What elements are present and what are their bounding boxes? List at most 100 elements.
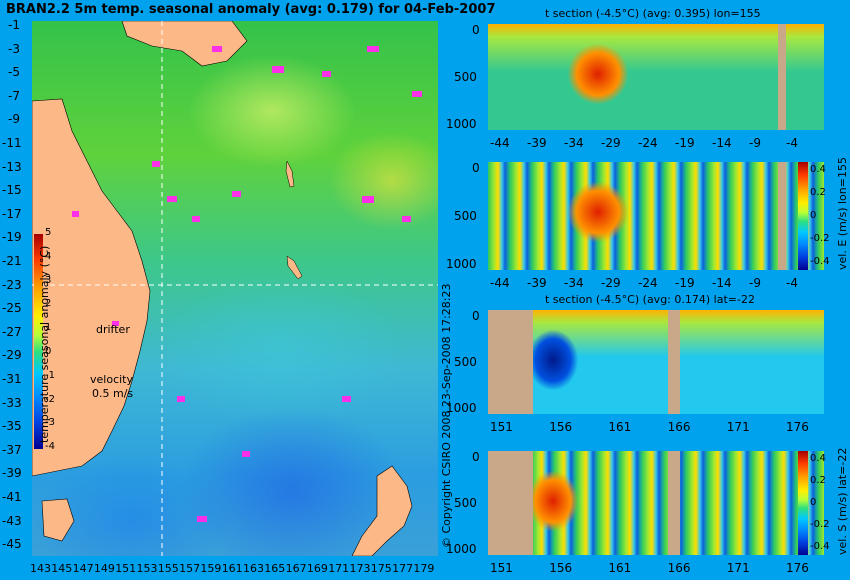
main-title: BRAN2.2 5m temp. seasonal anomaly (avg: …: [6, 2, 496, 17]
section-x-tick: -4: [786, 136, 798, 150]
depth-tick: 0: [472, 23, 480, 37]
lon-tick: 177: [392, 562, 414, 575]
colorbar-tick: -0.2: [810, 519, 830, 530]
velocity-label: velocity: [90, 373, 133, 386]
seafloor-mask: [668, 451, 680, 555]
map-colorbar-tick: 1: [45, 322, 52, 334]
lat-tick: -15: [2, 183, 22, 198]
depth-tick: 0: [472, 161, 480, 175]
section-x-tick: -44: [490, 276, 510, 290]
map-colorbar-tick: -4: [45, 441, 55, 453]
lat-tick: -9: [8, 112, 20, 127]
new-zealand-landmass: [351, 465, 413, 556]
section-x-tick: 166: [667, 420, 691, 434]
tasmania-landmass: [41, 498, 75, 542]
depth-tick: 1000: [446, 117, 477, 131]
colorbar-tick: 0: [810, 210, 817, 221]
lat-tick: -13: [2, 159, 22, 174]
section-x-tick: 161: [608, 420, 632, 434]
lon-tick: 171: [328, 562, 350, 575]
section-x-tick: 161: [608, 561, 632, 575]
velocity-value: 0.5 m/s: [92, 387, 134, 400]
depth-tick: 500: [454, 70, 477, 84]
lat-tick: -7: [8, 88, 20, 103]
section-x-tick: 156: [549, 420, 573, 434]
section-x-tick: -19: [675, 136, 695, 150]
section-x-tick: -14: [712, 136, 732, 150]
panel-title: t section (-4.5°C) (avg: 0.174) lat=-22: [545, 293, 755, 306]
section-x-tick: 166: [667, 561, 691, 575]
lon-tick: 167: [285, 562, 307, 575]
new-guinea-landmass: [121, 21, 248, 67]
section-x-tick: -9: [749, 276, 761, 290]
map-colorbar-tick: -3: [45, 417, 55, 429]
depth-tick: 500: [454, 496, 477, 510]
colorbar-tick: 0.2: [810, 475, 826, 486]
lat-tick: -45: [2, 537, 22, 552]
section-x-tick: -4: [786, 276, 798, 290]
lon-tick: 145: [51, 562, 73, 575]
colorbar-tick: -0.4: [810, 256, 830, 267]
depth-tick: 500: [454, 355, 477, 369]
seafloor-mask: [488, 451, 533, 555]
anomaly-map[interactable]: 5 4 3 2 1 0 -1 -2 -3 -4 temperature seasonal anom…: [32, 21, 438, 556]
section-x-tick: 171: [726, 561, 750, 575]
lat-tick: -35: [2, 419, 22, 434]
lon-tick: 163: [243, 562, 264, 575]
section-panel[interactable]: [488, 451, 824, 555]
lon-tick: 147: [72, 562, 94, 575]
section-x-tick: -39: [527, 136, 547, 150]
copyright-label: © Copyright CSIRO 2008 23-Sep-2008 17:28…: [440, 283, 453, 549]
map-colorbar-tick: 0: [45, 346, 52, 357]
anomaly-blob: [568, 182, 628, 242]
colorbar-tick: -0.4: [810, 541, 830, 552]
seafloor-mask: [778, 24, 786, 130]
new-caledonia: [286, 255, 303, 280]
map-colorbar-tick: 5: [45, 227, 52, 238]
depth-tick: 0: [472, 450, 480, 464]
section-panel[interactable]: [488, 24, 824, 130]
lat-tick: -29: [2, 348, 22, 363]
map-colorbar-tick: 4: [45, 250, 52, 262]
anomaly-blob: [528, 471, 578, 531]
depth-tick: 500: [454, 209, 477, 223]
section-x-tick: 176: [786, 420, 809, 434]
anomaly-blob: [528, 330, 578, 390]
lat-tick: -17: [2, 206, 22, 221]
section-x-tick: -44: [490, 136, 510, 150]
lat-tick: -5: [8, 65, 20, 80]
map-colorbar-tick: -1: [45, 369, 55, 381]
depth-tick: 1000: [446, 401, 477, 415]
section-x-tick: -24: [638, 136, 658, 150]
colorbar-tick: 0.4: [810, 453, 826, 464]
colorbar-tick: 0.2: [810, 187, 826, 198]
depth-tick: 1000: [446, 542, 477, 556]
section-x-tick: 151: [490, 561, 513, 575]
section-colorbar: [798, 451, 808, 555]
section-side-label: vel. E (m/s) lon=155: [836, 157, 849, 270]
section-panel[interactable]: [488, 162, 824, 270]
lon-tick: 149: [93, 562, 115, 575]
colorbar-tick: 0.4: [810, 164, 826, 175]
lat-tick: -27: [2, 324, 22, 339]
depth-tick: 0: [472, 309, 480, 323]
section-x-tick: -34: [564, 276, 584, 290]
australia-landmass: [32, 98, 151, 477]
section-x-tick: -29: [601, 136, 621, 150]
anomaly-blob: [568, 44, 628, 104]
map-colorbar: [34, 234, 43, 449]
lon-tick: 153: [136, 562, 158, 575]
lat-tick: -23: [2, 277, 22, 292]
section-x-tick: 176: [786, 561, 809, 575]
lat-tick: -19: [2, 230, 22, 245]
section-x-tick: 151: [490, 420, 513, 434]
map-colorbar-tick: 2: [45, 298, 52, 310]
seafloor-mask: [778, 162, 786, 270]
lat-tick: -43: [2, 513, 22, 528]
section-panel[interactable]: [488, 310, 824, 414]
section-x-tick: -14: [712, 276, 732, 290]
lon-tick: 161: [221, 562, 243, 575]
lat-tick: -11: [2, 136, 22, 150]
vanuatu: [285, 160, 295, 188]
section-x-tick: -34: [564, 136, 584, 150]
